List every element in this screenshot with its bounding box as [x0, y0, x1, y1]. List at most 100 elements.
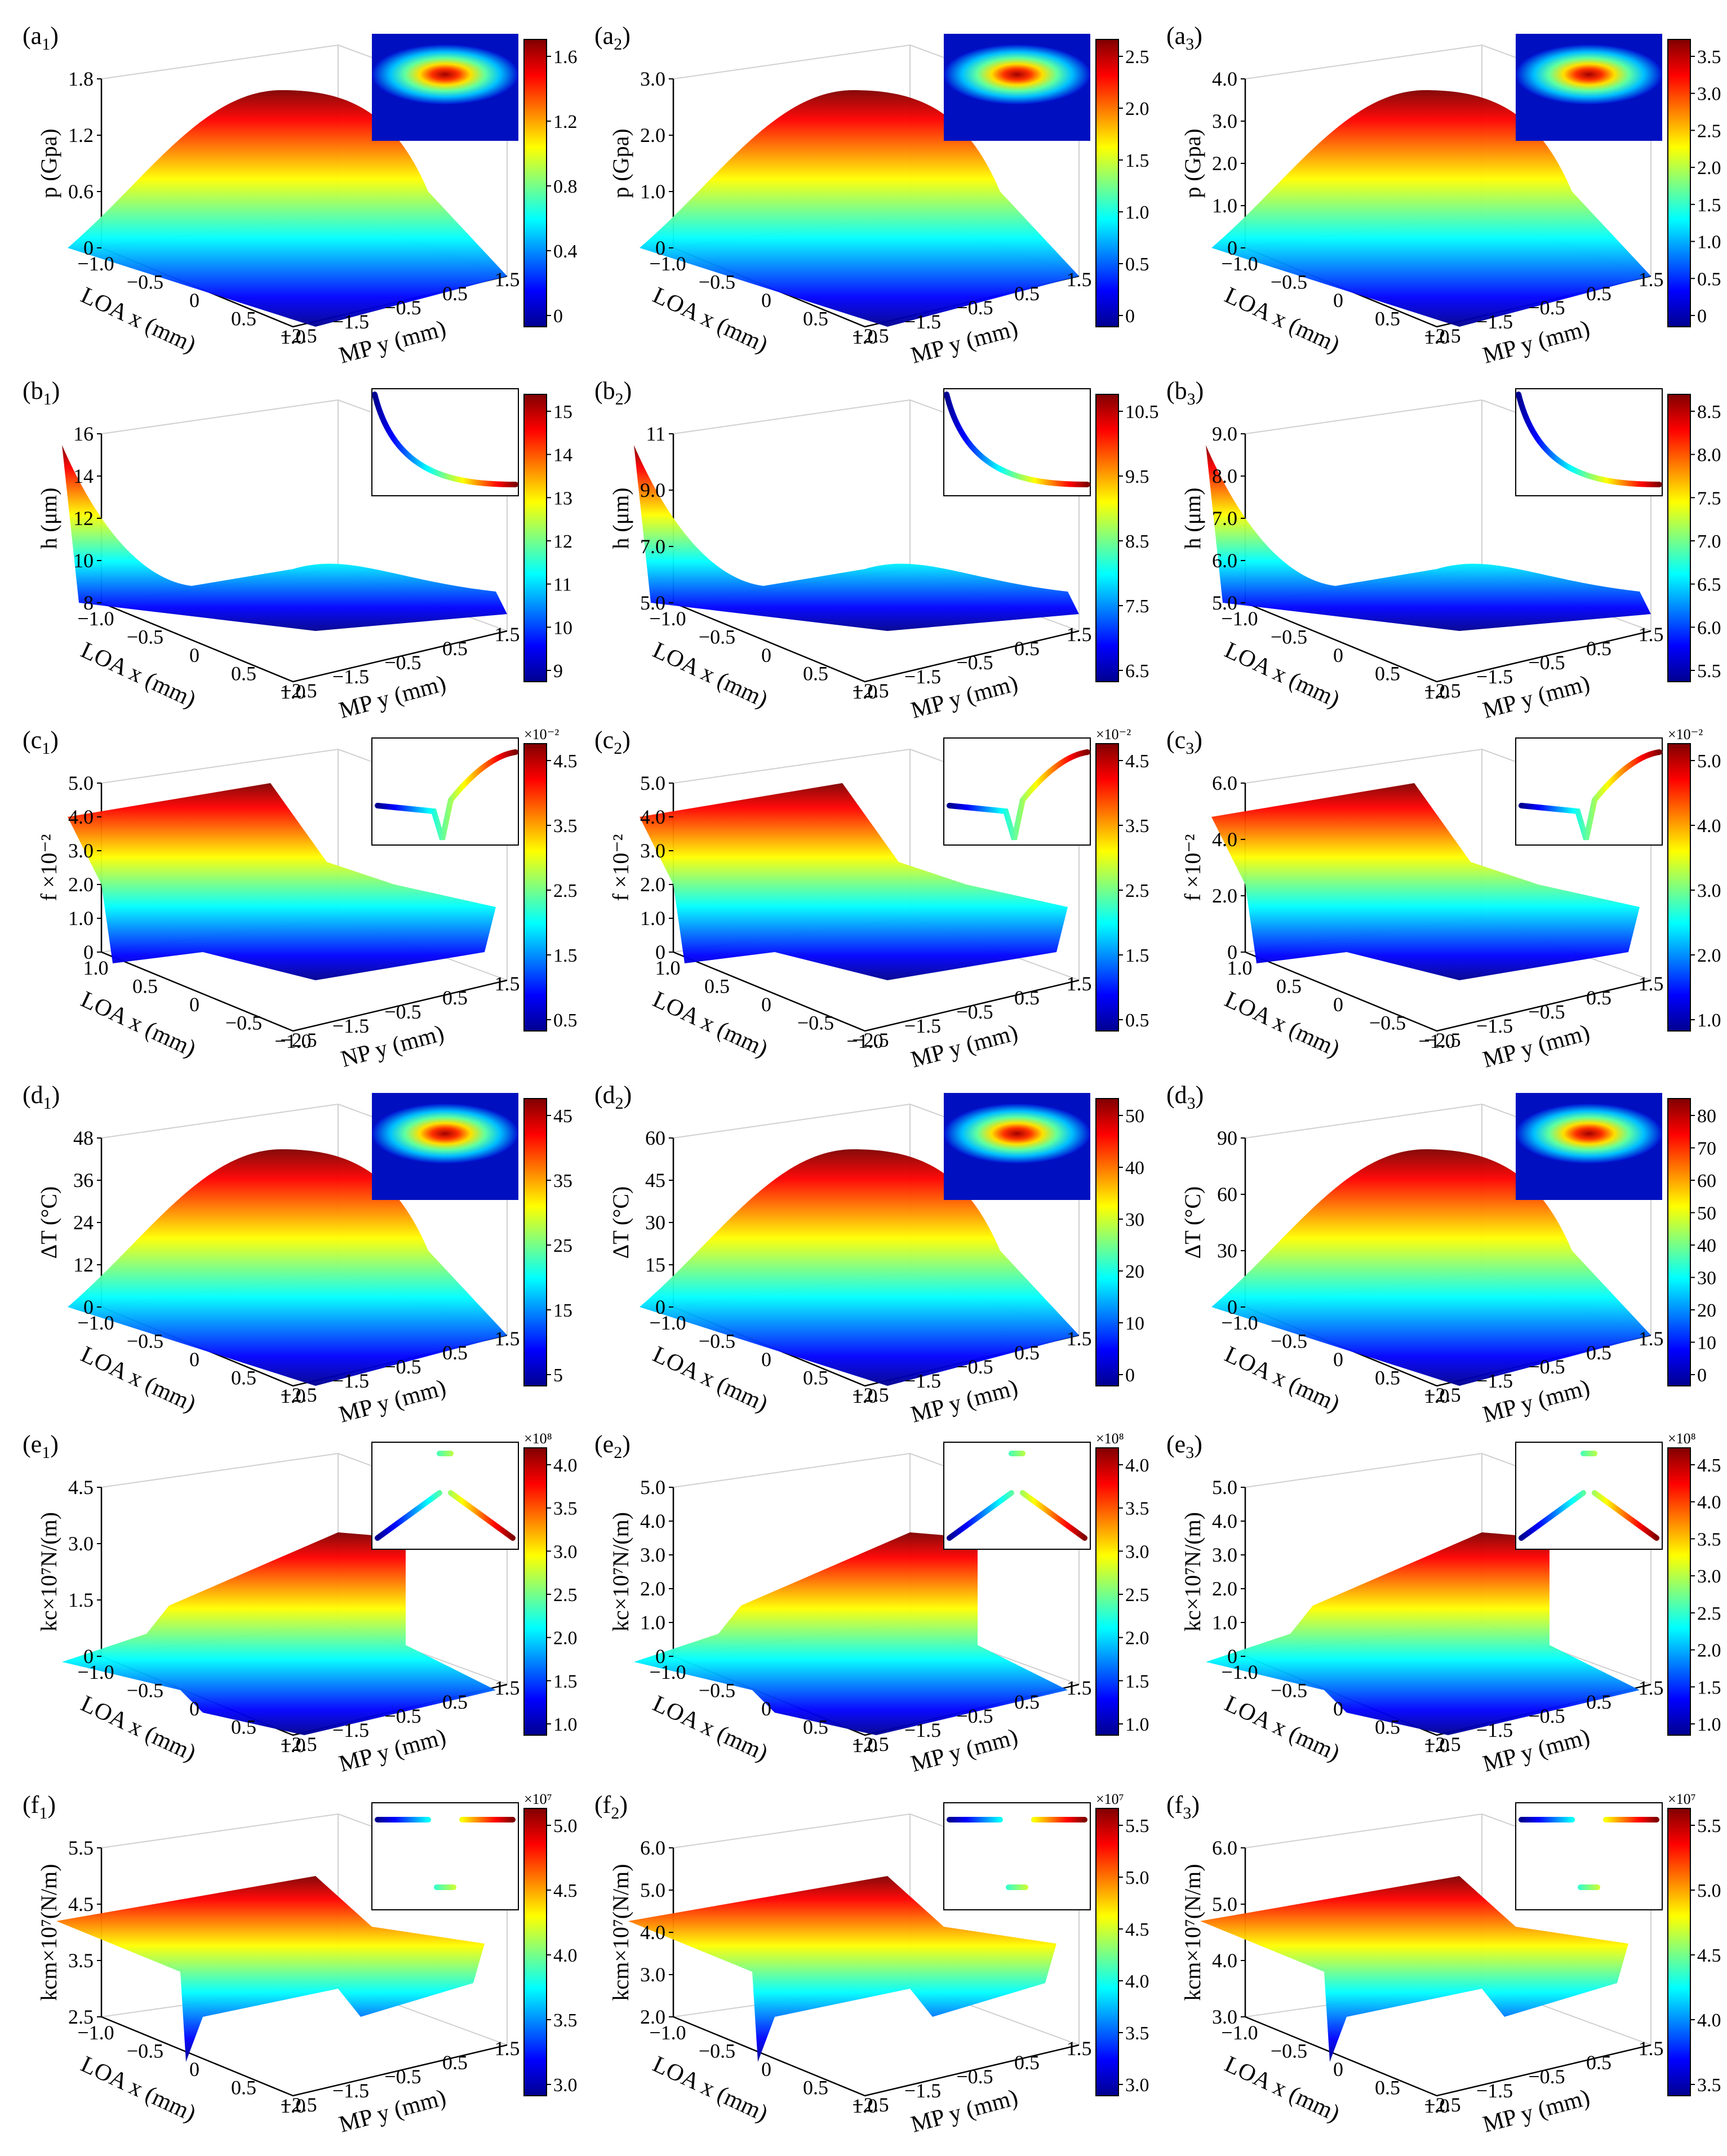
x-axis-label: LOA x (mm)	[1220, 2051, 1343, 2127]
z-tick-label: 8.0	[1212, 465, 1237, 487]
colorbar-tick-label: 2.0	[1125, 1628, 1149, 1649]
x-tick-label: 0	[189, 289, 199, 312]
z-tick-label: 3.0	[68, 839, 94, 862]
colorbar-tick-label: 0	[1697, 1365, 1707, 1386]
colorbar-tick-label: 1.5	[1697, 1677, 1721, 1698]
colorbar-tick-label: 2.5	[1125, 47, 1149, 68]
colorbar-tick-label: 3.0	[1125, 1541, 1149, 1562]
colorbar-tick-label: 3.0	[1697, 881, 1721, 901]
panel-label-close: )	[619, 1791, 628, 1819]
y-tick-label: −1.5	[332, 310, 369, 333]
y-tick-label: −1.5	[1476, 665, 1513, 688]
inset-plot	[943, 737, 1091, 846]
y-tick-label: −1.5	[904, 665, 941, 688]
x-tick-label: −0.5	[127, 1330, 163, 1353]
panel-label-sub: 3	[1183, 1804, 1191, 1822]
colorbar-tick-label: 11	[553, 575, 572, 595]
surface-mark	[1206, 445, 1651, 631]
z-tick-label: 9.0	[1212, 423, 1237, 445]
colorbar-tick-label: 6.5	[1697, 575, 1721, 595]
z-tick-label: 0	[83, 1296, 94, 1318]
inset-contour	[944, 1104, 1090, 1164]
colorbar-tick-label: 3.5	[1697, 2075, 1721, 2096]
panel-label-close: )	[622, 726, 631, 754]
x-tick-label: −1.0	[274, 1030, 311, 1052]
colorbar-tick-label: 30	[1697, 1268, 1716, 1289]
colorbar-tick-label: 7.5	[1125, 596, 1149, 617]
panel-label: (c1)	[23, 726, 59, 758]
colorbar-tick-label: 70	[1697, 1139, 1716, 1159]
y-tick-label: −2.5	[852, 679, 889, 702]
colorbar	[523, 394, 547, 682]
z-tick-label: 6.0	[1212, 772, 1237, 794]
panel-label-sub: 1	[43, 1094, 52, 1113]
x-tick-label: −1.0	[77, 2021, 114, 2044]
colorbar-tick-label: 1.5	[553, 1671, 578, 1692]
z-tick-label: 4.0	[68, 806, 94, 828]
y-tick-label: 0.5	[1014, 986, 1040, 1009]
colorbar-tick-label: 1.5	[1125, 945, 1149, 966]
inset-plot	[944, 1093, 1090, 1200]
colorbar-tick-label: 45	[553, 1106, 572, 1127]
y-tick-label: −1.5	[904, 1719, 941, 1741]
panel-b3: (b3) 5.0 6.0 7.0 8.0 9.0 h (μm) −1.0 −0.5 0 0.5 1.0…	[1166, 377, 1721, 724]
surface-mark	[68, 1149, 507, 1386]
colorbar-tick-label: 5.0	[1697, 1881, 1721, 1901]
colorbar-tick-label: 0	[1697, 306, 1707, 327]
x-tick-label: −0.5	[1369, 1012, 1406, 1034]
x-tick-label: −1.0	[649, 1312, 686, 1334]
y-tick-label: −2.5	[1424, 2093, 1460, 2116]
z-axis-label: p (Gpa)	[36, 128, 61, 198]
x-tick-label: 0.5	[231, 1367, 256, 1389]
inset-curve	[1519, 1817, 1659, 1890]
y-tick-label: −1.5	[1476, 310, 1513, 333]
x-tick-label: 0.5	[1375, 1716, 1400, 1739]
panel-label: (e1)	[23, 1430, 59, 1462]
z-tick-label: 12	[73, 1253, 94, 1276]
panel-label-sub: 2	[614, 739, 622, 758]
inset-contour	[372, 1104, 518, 1164]
z-axis-label: h (μm)	[36, 487, 61, 549]
panel-e2: (e2) 0 1.0 2.0 3.0 4.0 5.0 kc×10⁷N/(m) −1.0 −0.5 0…	[594, 1430, 1149, 1777]
colorbar-tick-label: 40	[1697, 1235, 1716, 1256]
inset-plot	[943, 388, 1091, 496]
x-tick-label: −0.5	[127, 626, 163, 648]
y-tick-label: −1.5	[1476, 2079, 1513, 2102]
z-tick-label: 11	[646, 423, 665, 445]
panel-label-close: )	[1194, 1430, 1202, 1458]
z-axis-label: f ×10⁻²	[608, 834, 633, 901]
colorbar-tick-label: 4.0	[1697, 1492, 1721, 1513]
panel-label-close: )	[624, 1081, 632, 1109]
inset-contour	[944, 45, 1090, 105]
z-tick-label: 48	[73, 1127, 94, 1149]
panel-label-sub: 3	[1186, 35, 1194, 54]
y-tick-label: 1.5	[1067, 268, 1092, 291]
inset-plot	[1515, 388, 1663, 496]
colorbar-tick-label: 4.5	[1125, 751, 1149, 772]
surface-mark	[640, 1149, 1079, 1386]
colorbar-tick-label: 2.0	[1125, 99, 1149, 119]
floor-axis-lines	[673, 2016, 1080, 2097]
colorbar	[1667, 394, 1691, 682]
z-tick-label: 60	[645, 1127, 665, 1149]
y-tick-label: −0.5	[956, 296, 993, 319]
z-tick-label: 0	[1227, 237, 1237, 259]
inset-plot	[1516, 34, 1662, 141]
surface-mark	[1206, 1532, 1640, 1735]
inset-plot	[371, 1442, 519, 1550]
z-tick-label: 12	[73, 507, 94, 530]
x-axis-label: LOA x (mm)	[1220, 1691, 1343, 1766]
z-tick-label: 24	[73, 1211, 94, 1234]
x-axis-label: LOA x (mm)	[1220, 986, 1343, 1062]
floor-axis-lines	[1245, 602, 1651, 683]
panel-label-sub: 1	[42, 739, 50, 758]
y-tick-label: −0.5	[956, 1355, 993, 1378]
colorbar-tick-label: 3.0	[1125, 2075, 1149, 2096]
z-tick-label: 0.6	[68, 180, 94, 203]
x-tick-label: −0.5	[127, 2040, 163, 2062]
x-tick-label: 0	[761, 289, 771, 312]
z-tick-label: 7.0	[1212, 507, 1237, 530]
colorbar-tick-label: 3.0	[1697, 84, 1721, 105]
z-tick-label: 4.5	[68, 1476, 94, 1499]
z-axis-label: h (μm)	[608, 487, 633, 549]
